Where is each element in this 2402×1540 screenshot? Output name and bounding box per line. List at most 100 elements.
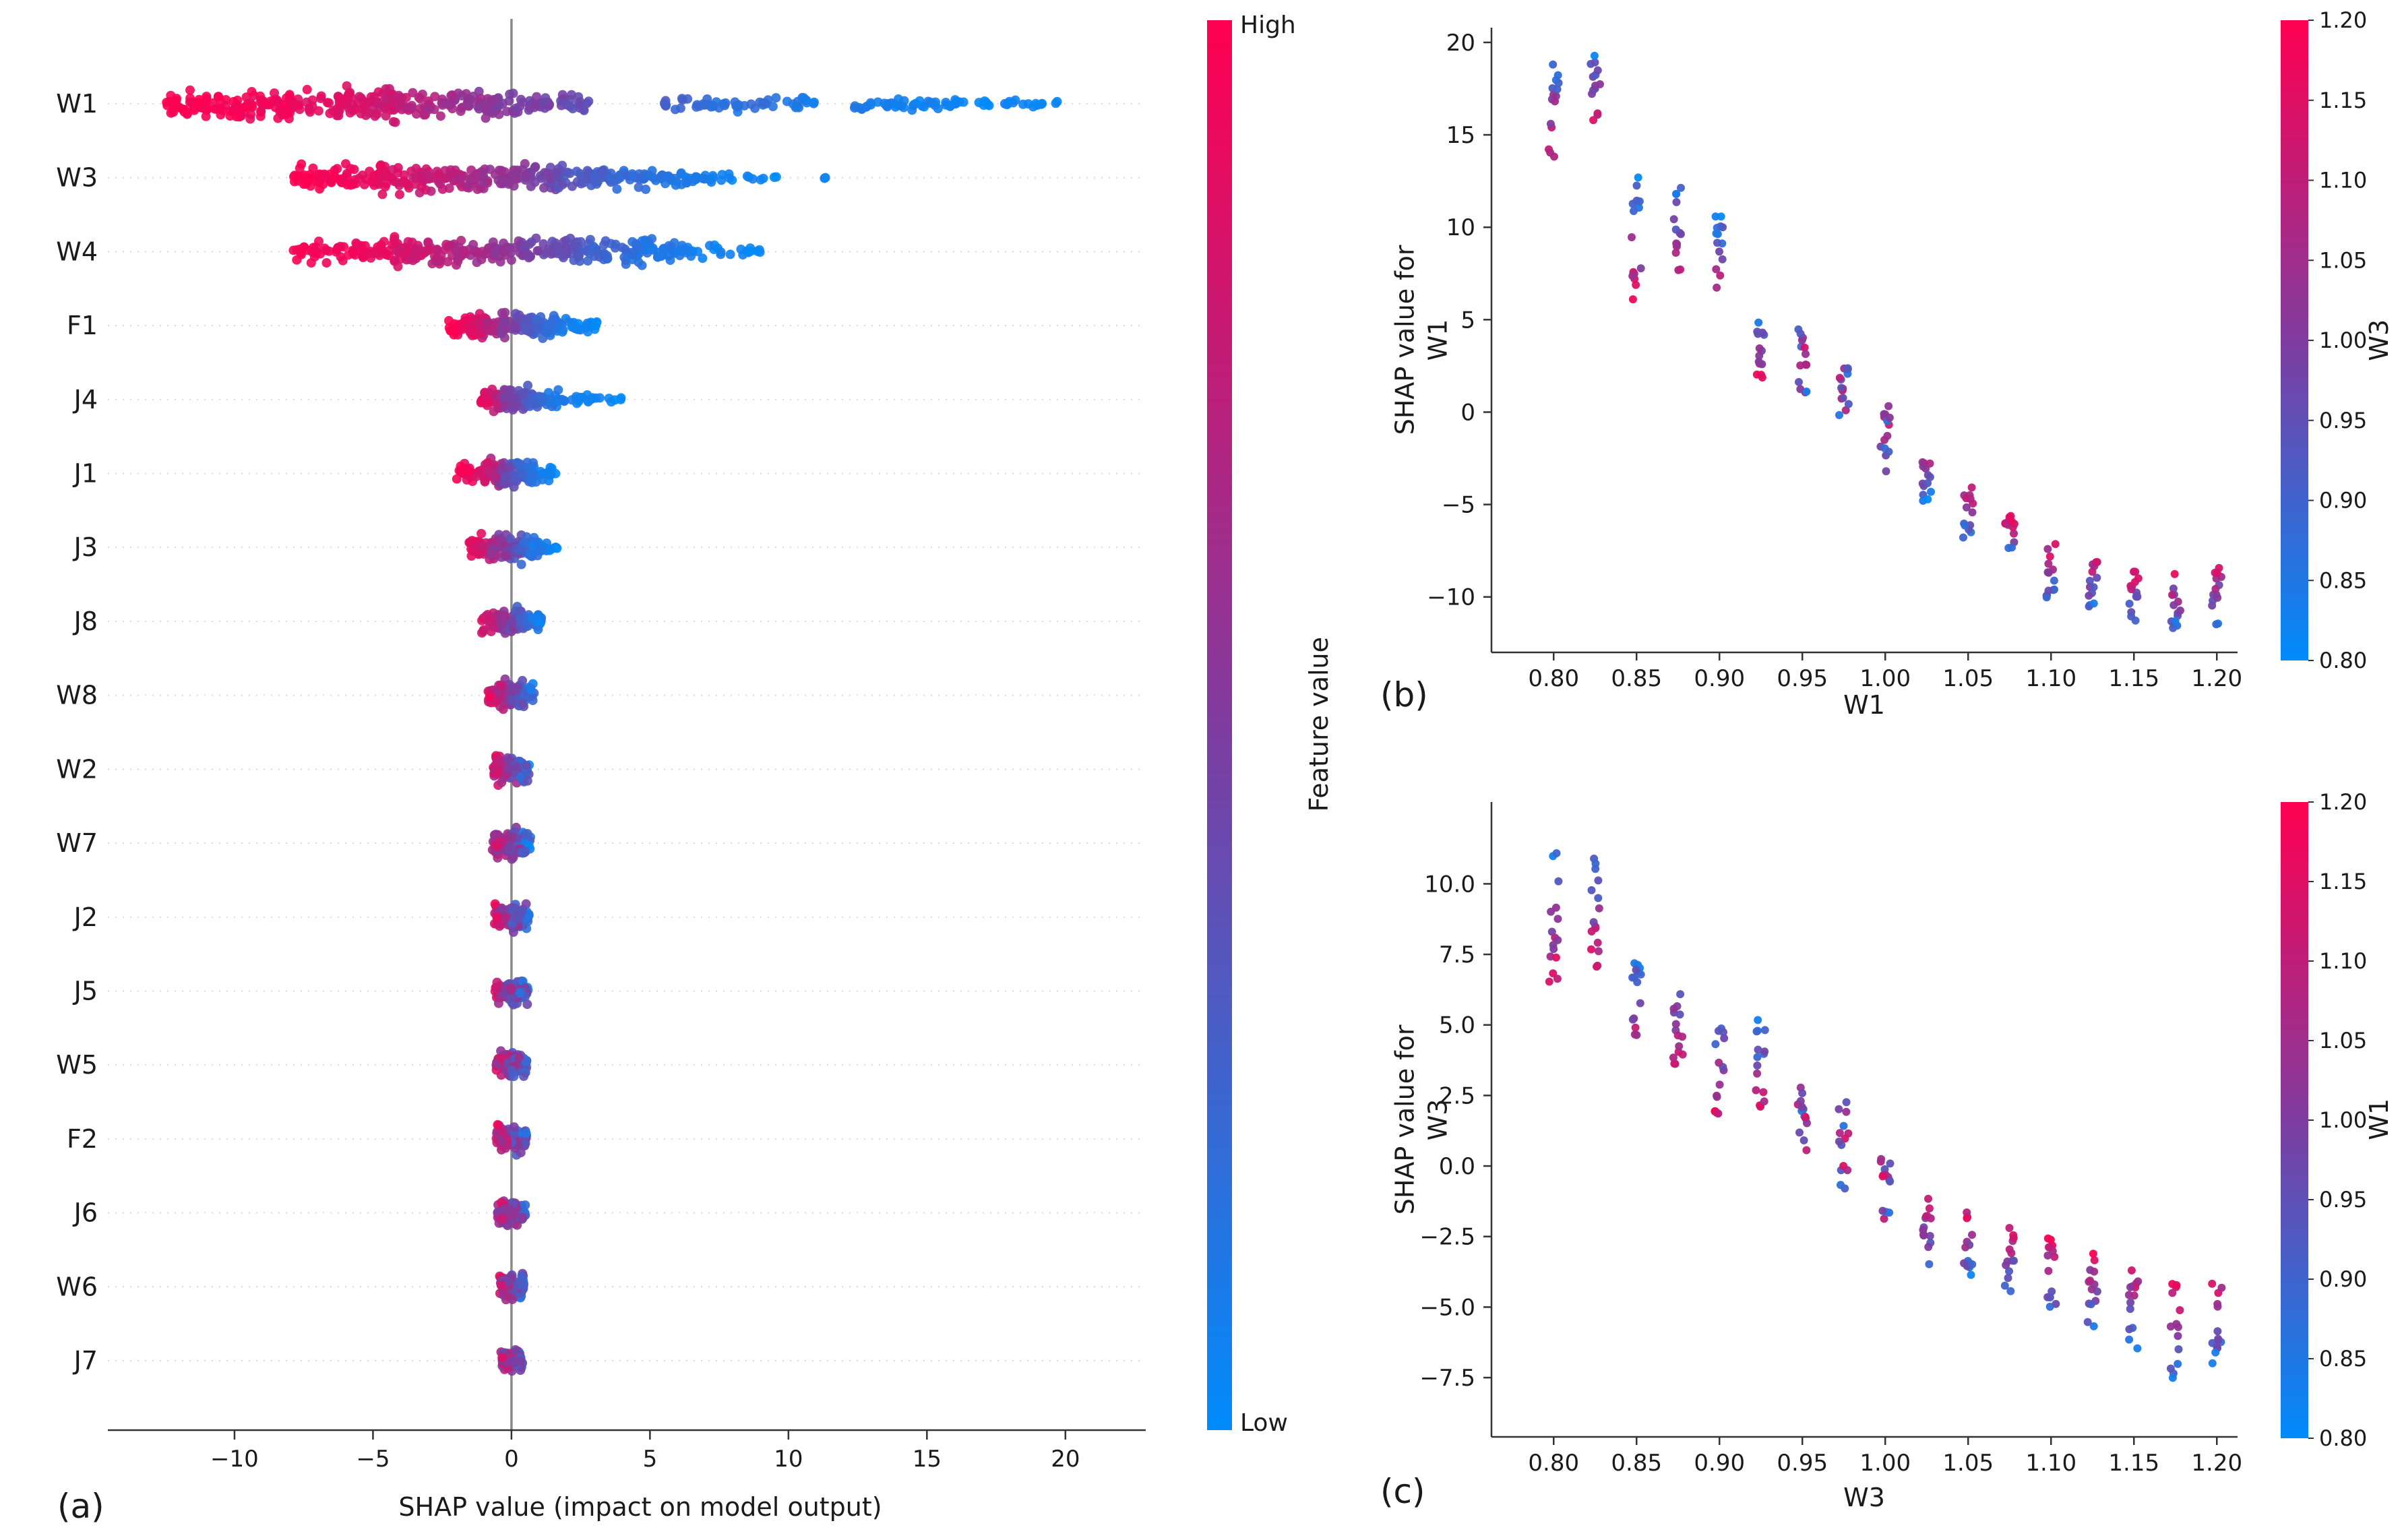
colorbar-a (1207, 20, 1232, 1430)
y-tick-label: 15 (1446, 122, 1475, 149)
x-tick-label: 1.05 (1942, 1450, 1994, 1477)
colorbar-tick-label: 0.95 (2319, 1187, 2367, 1212)
feature-label-W3: W3 (56, 163, 98, 193)
x-tick-label: 0.80 (1528, 1450, 1579, 1477)
beeswarm-row-W2 (489, 751, 534, 791)
beeswarm-row-J1 (452, 454, 561, 492)
panel-c-ylabel-line1: SHAP value for (1390, 1024, 1420, 1214)
beeswarm-row-J5 (490, 976, 533, 1010)
panel-b-ylabel-text: SHAP value for W1 (1389, 245, 1456, 435)
colorbar-b-title: W3 (2359, 28, 2401, 652)
x-tick-label: 0.90 (1694, 1450, 1745, 1477)
beeswarm-row-J3 (464, 528, 562, 569)
x-tick-label: 1.05 (1942, 665, 1994, 692)
x-tick-label: 20 (1051, 1446, 1080, 1473)
panel-b-xlabel: W1 (1843, 690, 1885, 720)
y-tick-label: 0.0 (1439, 1153, 1475, 1180)
colorbar-a-high-label: High (1240, 11, 1296, 39)
colorbar-tick-label: 0.85 (2319, 567, 2367, 593)
colorbar-tick-label: 1.15 (2319, 869, 2367, 894)
x-tick-label: 0.80 (1528, 665, 1579, 692)
feature-label-J7: J7 (73, 1346, 98, 1376)
beeswarm-row-W7 (487, 822, 535, 864)
feature-label-F1: F1 (67, 311, 98, 340)
panel-c-colorbar (2281, 802, 2308, 1438)
feature-label-J5: J5 (73, 976, 98, 1006)
panel-c-ylabel: SHAP value for W3 (1382, 802, 1462, 1437)
y-tick-label: −5 (1442, 492, 1475, 519)
x-tick-label: 1.20 (2191, 1450, 2242, 1477)
y-tick-label: 20 (1446, 30, 1475, 57)
colorbar-tick-label: 0.85 (2319, 1346, 2367, 1372)
colorbar-tick-label: 0.80 (2319, 1425, 2367, 1451)
colorbar-tick-label: 1.00 (2319, 1107, 2367, 1133)
panel-c-letter: (c) (1380, 1472, 1425, 1511)
x-tick-label: 1.10 (2025, 1450, 2076, 1477)
colorbar-tick-label: 1.05 (2319, 247, 2367, 273)
feature-label-W2: W2 (56, 754, 98, 784)
colorbar-tick-label: 1.10 (2319, 168, 2367, 193)
colorbar-tick-label: 1.00 (2319, 328, 2367, 353)
feature-label-W8: W8 (56, 681, 98, 710)
x-tick-label: 1.15 (2108, 1450, 2159, 1477)
beeswarm-row-J6 (493, 1196, 530, 1231)
x-tick-label: −10 (210, 1446, 259, 1473)
beeswarm-row-J8 (477, 602, 547, 638)
x-tick-label: 10 (774, 1446, 803, 1473)
x-tick-label: 0.85 (1611, 665, 1662, 692)
feature-label-J1: J1 (73, 459, 98, 489)
colorbar-tick-label: 1.20 (2319, 7, 2367, 33)
beeswarm-row-W4 (288, 232, 765, 272)
feature-label-J3: J3 (73, 532, 98, 562)
colorbar-tick-label: 0.90 (2319, 1266, 2367, 1292)
beeswarm-row-W1 (162, 81, 1062, 127)
panel-a-letter: (a) (57, 1487, 104, 1526)
x-tick-label: 1.10 (2025, 665, 2076, 692)
feature-label-W6: W6 (56, 1272, 98, 1301)
panel-b: 0.80 0.85 0.90 0.95 1.00 1.05 1.10 1.15 1.20 20 15… (1427, 7, 2367, 692)
y-tick-label: 5.0 (1439, 1012, 1475, 1039)
x-tick-label: 0.85 (1611, 1450, 1662, 1477)
y-tick-label: 2.5 (1439, 1082, 1475, 1109)
colorbar-tick-label: 1.05 (2319, 1028, 2367, 1053)
feature-label-J2: J2 (73, 902, 98, 932)
y-tick-label: 7.5 (1439, 942, 1475, 968)
panel-a-xlabel: SHAP value (impact on model output) (398, 1492, 882, 1522)
colorbar-tick-label: 1.20 (2319, 789, 2367, 815)
panel-c-points (1545, 849, 2226, 1382)
beeswarm-row-J4 (476, 380, 626, 417)
panel-b-ylabel: SHAP value for W1 (1382, 28, 1462, 652)
panel-c-ylabel-line2: W3 (1423, 1099, 1453, 1140)
colorbar-c-title-text: W1 (2364, 1099, 2395, 1140)
panel-b-colorbar (2281, 20, 2308, 660)
colorbar-tick-label: 1.10 (2319, 948, 2367, 974)
colorbar-tick-label: 1.15 (2319, 88, 2367, 113)
colorbar-tick-label: 0.95 (2319, 408, 2367, 433)
panel-c: 0.80 0.85 0.90 0.95 1.00 1.05 1.10 1.15 1.20 10.0… (1419, 789, 2367, 1477)
colorbar-tick-label: 0.90 (2319, 488, 2367, 514)
colorbar-a-title: Feature value (1295, 27, 1344, 1422)
y-tick-label: −2.5 (1419, 1224, 1475, 1251)
x-tick-label: 0 (504, 1446, 519, 1473)
colorbar-b-title-text: W3 (2364, 319, 2395, 361)
x-tick-label: 0.95 (1777, 1450, 1828, 1477)
x-tick-label: 5 (643, 1446, 658, 1473)
feature-label-J8: J8 (73, 607, 98, 636)
y-tick-label: 10.0 (1424, 871, 1475, 898)
panel-b-ylabel-line2: W1 (1423, 319, 1453, 361)
panel-b-points (1545, 51, 2225, 632)
beeswarm-row-J2 (489, 899, 534, 937)
x-tick-label: 1.00 (1859, 665, 1911, 692)
x-tick-label: −5 (356, 1446, 390, 1473)
x-tick-label: 1.00 (1859, 1450, 1911, 1477)
y-tick-label: 10 (1446, 214, 1475, 241)
y-tick-label: 5 (1460, 307, 1475, 334)
x-tick-label: 15 (913, 1446, 942, 1473)
beeswarm-row-W8 (483, 674, 539, 714)
feature-label-W5: W5 (56, 1050, 98, 1080)
beeswarm-row-W6 (495, 1268, 528, 1305)
panel-b-ylabel-line1: SHAP value for (1390, 245, 1420, 435)
feature-label-J4: J4 (73, 385, 98, 414)
